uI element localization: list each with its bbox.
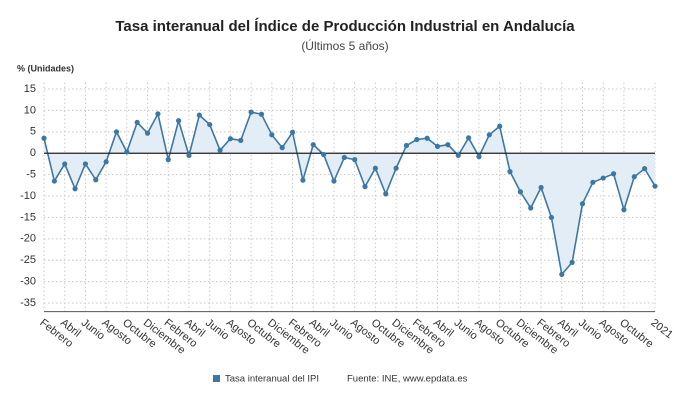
point [238, 137, 244, 143]
y-tick-label: 15 [24, 83, 36, 95]
point [517, 189, 523, 195]
chart-title: Tasa interanual del Índice de Producción… [115, 18, 575, 35]
point [300, 177, 306, 183]
point [51, 178, 57, 184]
point [631, 174, 637, 180]
point [424, 135, 430, 141]
point [476, 154, 482, 160]
point [217, 147, 223, 153]
area [44, 112, 655, 275]
y-tick-label: -35 [20, 297, 36, 309]
point [579, 201, 586, 207]
point [403, 142, 410, 149]
point [465, 135, 472, 141]
point [434, 143, 441, 149]
point [310, 142, 316, 148]
point [165, 157, 171, 163]
point [279, 145, 285, 151]
point [341, 154, 347, 161]
point [548, 214, 555, 221]
point [486, 132, 492, 138]
y-tick-label: 0 [30, 147, 36, 159]
point [289, 129, 296, 135]
point [538, 184, 544, 191]
point [207, 121, 213, 128]
legend-label: Tasa interanual del IPI [225, 374, 319, 385]
point [383, 191, 389, 197]
point [196, 112, 202, 118]
point [642, 166, 648, 172]
point [113, 129, 120, 135]
point [507, 169, 513, 175]
point [144, 130, 151, 136]
point [569, 259, 575, 265]
point [362, 184, 368, 190]
point [82, 161, 89, 167]
point [258, 111, 265, 117]
point [621, 207, 627, 213]
chart-subtitle: (Últimos 5 años) [301, 38, 388, 53]
point [414, 136, 420, 143]
y-tick-label: -25 [20, 254, 36, 266]
source: Fuente: INE, www.epdata.es [347, 374, 468, 385]
point [93, 177, 99, 183]
y-tick-label: -20 [20, 233, 36, 245]
point [227, 136, 234, 142]
point [528, 205, 534, 211]
point [600, 175, 606, 181]
y-tick-label: -5 [26, 169, 36, 181]
point [41, 135, 47, 141]
point [455, 152, 461, 158]
point [372, 165, 378, 171]
point [331, 178, 337, 184]
point [393, 165, 399, 171]
y-tick-label: 5 [30, 126, 36, 138]
point [321, 151, 327, 158]
point [610, 171, 617, 177]
point [590, 179, 596, 185]
point [559, 271, 565, 277]
y-axis-label: % (Unidades) [17, 63, 74, 73]
point [269, 132, 275, 138]
point [176, 118, 182, 124]
point [134, 119, 140, 126]
point [445, 142, 451, 148]
point [248, 109, 254, 115]
point [62, 161, 68, 167]
point [652, 183, 658, 189]
legend-swatch [213, 375, 220, 382]
point [72, 186, 78, 192]
y-tick-label: -30 [20, 276, 36, 288]
point [352, 157, 358, 163]
y-tick-label: -10 [20, 190, 36, 202]
point [186, 152, 192, 158]
point [155, 111, 161, 117]
point [103, 159, 109, 165]
y-tick-label: -15 [20, 211, 36, 223]
y-tick-label: 10 [24, 104, 36, 116]
point [497, 123, 503, 129]
point [124, 149, 130, 155]
